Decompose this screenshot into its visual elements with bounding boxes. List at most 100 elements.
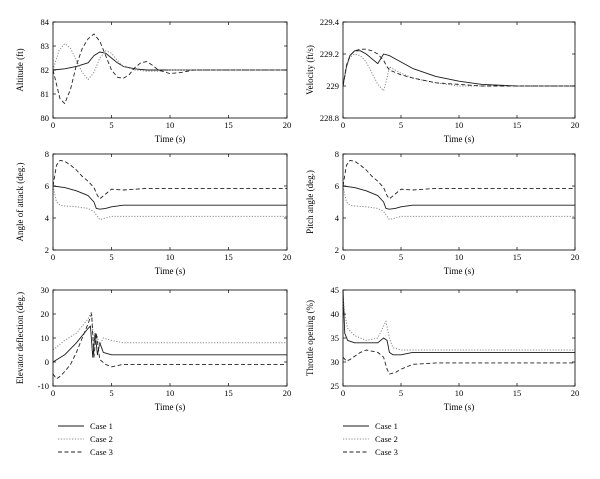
legend-label-case-2: Case 2 bbox=[90, 434, 113, 444]
series-line-case-1 bbox=[343, 290, 575, 356]
chart-panel-6: 0 5 10 15 20 25 30 35 40 45 Time (s) Throttle openi… bbox=[305, 285, 579, 412]
x-tick-label: 10 bbox=[166, 120, 175, 130]
y-tick-label: 20 bbox=[41, 309, 50, 319]
series-line-case-3 bbox=[343, 349, 575, 375]
y-tick-label: 8 bbox=[45, 149, 49, 159]
y-tick-label: 228.8 bbox=[320, 113, 339, 123]
y-tick-label: 8 bbox=[335, 149, 339, 159]
x-tick-label: 10 bbox=[166, 252, 175, 262]
y-tick-label: 25 bbox=[331, 381, 340, 391]
x-tick-label: 5 bbox=[399, 252, 403, 262]
x-tick-label: 0 bbox=[341, 120, 345, 130]
x-axis-label: Time (s) bbox=[155, 266, 185, 276]
y-axis-label: Pitch angle (deg.) bbox=[305, 170, 315, 234]
y-axis-label: Throttle opening (%) bbox=[305, 300, 315, 376]
chart-panel-2: 0 5 10 15 20 228.8 229 229.2 229.4 Time (s) Veloci… bbox=[305, 17, 579, 144]
axes-frame bbox=[342, 153, 576, 251]
y-tick-label: 35 bbox=[331, 333, 340, 343]
x-tick-label: 0 bbox=[51, 388, 55, 398]
x-tick-label: 10 bbox=[455, 252, 464, 262]
x-axis-label: Time (s) bbox=[155, 402, 185, 412]
x-tick-label: 20 bbox=[571, 388, 580, 398]
x-tick-label: 15 bbox=[513, 120, 522, 130]
series-line-case-2 bbox=[53, 43, 287, 81]
y-axis-label: Elevator deflection (deg.) bbox=[15, 292, 25, 384]
legend-label-case-3: Case 3 bbox=[90, 447, 113, 457]
series-line-case-2 bbox=[343, 53, 575, 92]
y-tick-label: 81 bbox=[41, 89, 50, 99]
chart-panel-1: 0 5 10 15 20 80 81 82 83 84 Time (s) Altitude (ft) bbox=[15, 17, 291, 144]
chart-panel-4: 0 5 10 15 20 2 4 6 8 Time (s) Pitch angle (deg.) bbox=[305, 149, 579, 276]
y-tick-label: 6 bbox=[45, 181, 49, 191]
x-axis-label: Time (s) bbox=[444, 134, 474, 144]
x-tick-label: 15 bbox=[513, 388, 522, 398]
x-tick-label: 0 bbox=[51, 120, 55, 130]
series-line-case-3 bbox=[53, 159, 287, 200]
series-line-case-3 bbox=[343, 159, 575, 200]
y-tick-label: 84 bbox=[41, 17, 50, 27]
series-line-case-2 bbox=[53, 311, 287, 351]
x-tick-label: 15 bbox=[513, 252, 522, 262]
y-tick-label: 2 bbox=[335, 245, 339, 255]
x-tick-label: 5 bbox=[109, 252, 113, 262]
series-line-case-3 bbox=[53, 313, 287, 380]
y-tick-label: 6 bbox=[335, 181, 339, 191]
y-tick-label: 40 bbox=[331, 309, 340, 319]
x-tick-label: 10 bbox=[455, 388, 464, 398]
legend-label-case-1: Case 1 bbox=[375, 421, 398, 431]
y-tick-label: 82 bbox=[41, 65, 50, 75]
x-tick-label: 20 bbox=[283, 252, 292, 262]
series-line-case-2 bbox=[343, 185, 575, 221]
legend-bottom-left: Case 1 Case 2 Case 3 bbox=[58, 421, 113, 457]
x-tick-label: 5 bbox=[399, 120, 403, 130]
y-tick-label: 30 bbox=[41, 285, 50, 295]
legend-label-case-3: Case 3 bbox=[375, 447, 398, 457]
axes-frame bbox=[52, 153, 288, 251]
x-axis-label: Time (s) bbox=[444, 402, 474, 412]
legend-bottom-right: Case 1 Case 2 Case 3 bbox=[343, 421, 398, 457]
y-tick-label: 80 bbox=[41, 113, 50, 123]
y-axis-label: Altitude (ft) bbox=[15, 48, 25, 91]
x-tick-label: 15 bbox=[224, 388, 233, 398]
legend-label-case-1: Case 1 bbox=[90, 421, 113, 431]
series-line-case-1 bbox=[53, 185, 287, 210]
axes-frame bbox=[52, 289, 288, 387]
x-tick-label: 20 bbox=[571, 252, 580, 262]
y-tick-label: 4 bbox=[335, 213, 340, 223]
x-axis-label: Time (s) bbox=[444, 266, 474, 276]
chart-panel-3: 0 5 10 15 20 2 4 6 8 Time (s) Angle of attack (deg… bbox=[15, 149, 291, 276]
axes-frame bbox=[342, 21, 576, 119]
x-tick-label: 15 bbox=[224, 120, 233, 130]
x-tick-label: 10 bbox=[166, 388, 175, 398]
legend-label-case-2: Case 2 bbox=[375, 434, 398, 444]
series-line-case-3 bbox=[343, 48, 575, 87]
y-tick-label: 4 bbox=[45, 213, 50, 223]
y-axis-label: Angle of attack (deg.) bbox=[15, 163, 25, 242]
x-tick-label: 0 bbox=[341, 252, 345, 262]
x-tick-label: 5 bbox=[109, 388, 113, 398]
y-tick-label: 229.2 bbox=[320, 49, 339, 59]
y-axis-label: Velocity (ft/s) bbox=[305, 45, 315, 95]
x-tick-label: 0 bbox=[51, 252, 55, 262]
x-tick-label: 20 bbox=[283, 388, 292, 398]
y-tick-label: 30 bbox=[331, 357, 340, 367]
x-tick-label: 5 bbox=[109, 120, 113, 130]
x-axis-label: Time (s) bbox=[155, 134, 185, 144]
series-line-case-3 bbox=[53, 33, 287, 105]
series-line-case-1 bbox=[343, 50, 575, 87]
series-line-case-2 bbox=[53, 185, 287, 221]
y-tick-label: 45 bbox=[331, 285, 340, 295]
y-tick-label: -10 bbox=[38, 381, 49, 391]
x-tick-label: 20 bbox=[283, 120, 292, 130]
x-tick-label: 0 bbox=[341, 388, 345, 398]
y-tick-label: 83 bbox=[41, 41, 50, 51]
y-tick-label: 229.4 bbox=[320, 17, 340, 27]
x-tick-label: 20 bbox=[571, 120, 580, 130]
series-line-case-1 bbox=[53, 325, 287, 363]
x-tick-label: 10 bbox=[455, 120, 464, 130]
series-line-case-2 bbox=[343, 294, 575, 351]
y-tick-label: 10 bbox=[41, 333, 50, 343]
